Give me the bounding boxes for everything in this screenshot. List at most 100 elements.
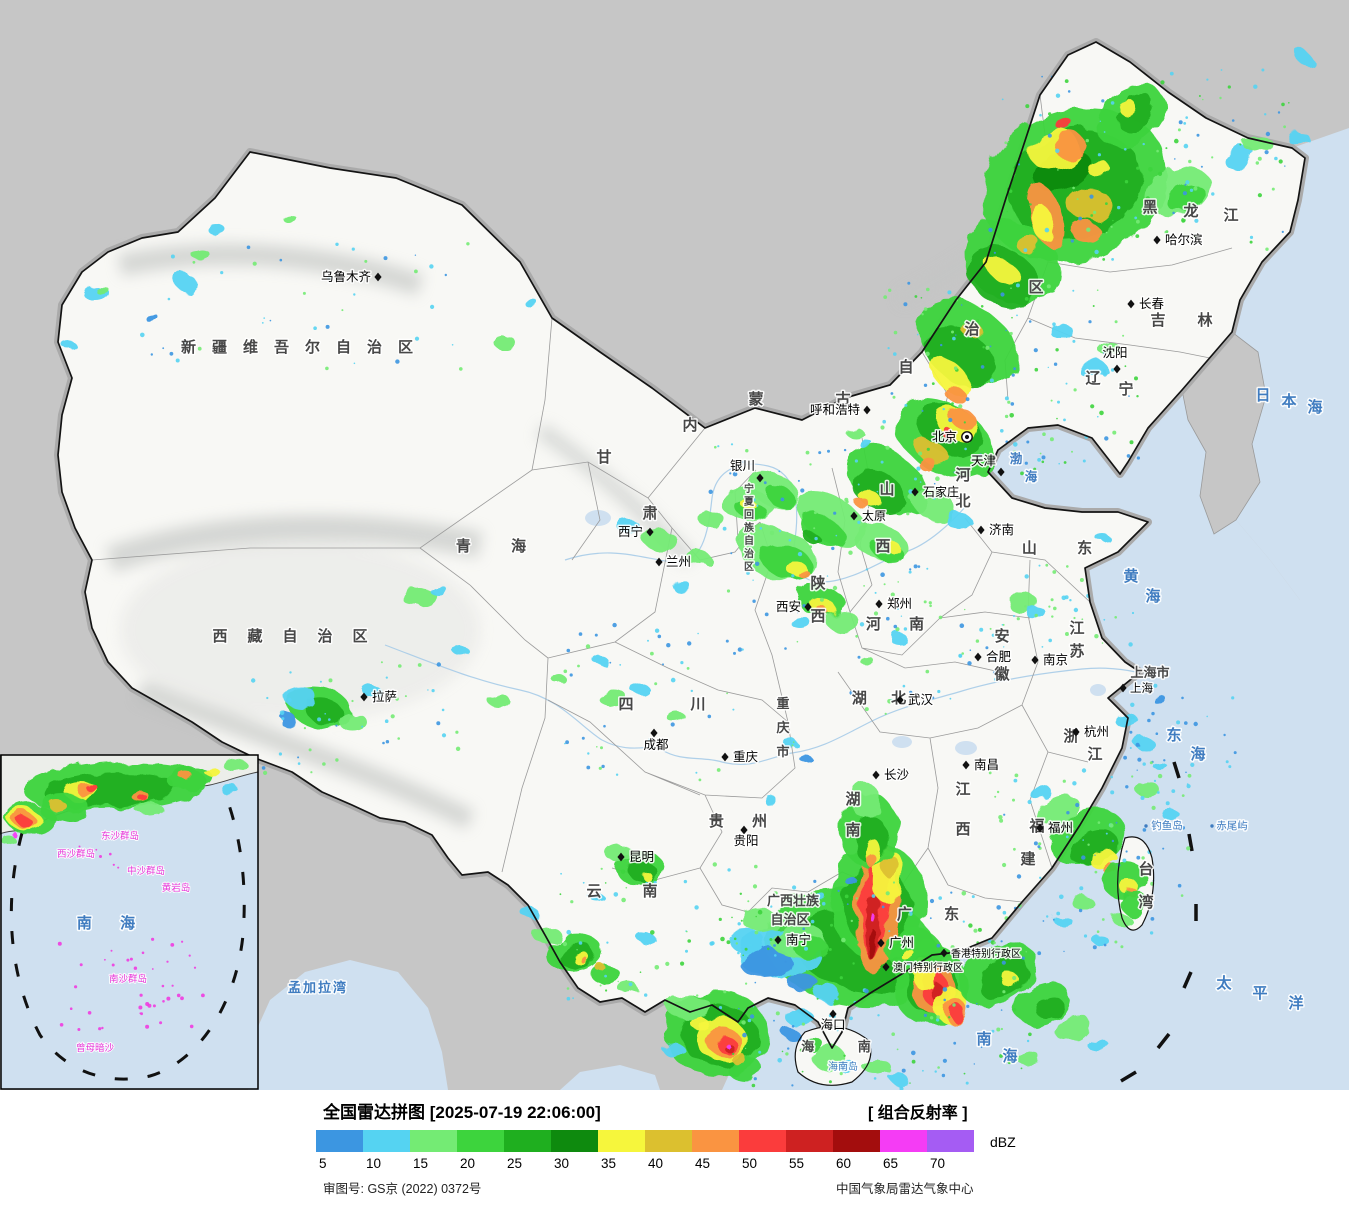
radar-speckle bbox=[451, 344, 454, 346]
radar-speckle bbox=[1271, 187, 1275, 191]
radar-speckle bbox=[722, 526, 727, 531]
radar-speckle bbox=[150, 353, 153, 356]
south-china-sea-inset bbox=[0, 754, 259, 1090]
reef-symbol bbox=[78, 850, 82, 853]
radar-speckle bbox=[828, 948, 832, 951]
city-label: 重庆 bbox=[733, 749, 759, 764]
radar-speckle bbox=[732, 471, 738, 477]
radar-speckle bbox=[1110, 775, 1113, 779]
radar-speckle bbox=[1118, 383, 1121, 386]
radar-speckle bbox=[1198, 95, 1201, 97]
province-label: 蒙 bbox=[748, 390, 763, 408]
radar-echo bbox=[1072, 222, 1100, 242]
city-marker bbox=[875, 599, 883, 609]
radar-echo bbox=[1118, 101, 1138, 115]
radar-speckle bbox=[1003, 813, 1006, 816]
radar-speckle bbox=[964, 447, 967, 451]
radar-speckle bbox=[909, 1082, 911, 1084]
radar-speckle bbox=[1109, 823, 1114, 828]
sea-label: 海 bbox=[1025, 469, 1038, 484]
radar-speckle bbox=[1181, 826, 1185, 830]
radar-speckle bbox=[888, 288, 892, 292]
radar-echo bbox=[691, 1018, 709, 1030]
sea-japan bbox=[1232, 128, 1349, 600]
radar-speckle bbox=[566, 929, 571, 935]
radar-echo bbox=[1086, 1038, 1108, 1050]
radar-echo bbox=[1056, 1014, 1090, 1042]
radar-speckle bbox=[670, 722, 675, 727]
radar-speckle bbox=[1186, 783, 1189, 785]
reef-symbol bbox=[162, 1000, 165, 1003]
radar-speckle bbox=[1042, 920, 1045, 922]
radar-echo bbox=[790, 616, 810, 628]
city-marker bbox=[896, 695, 904, 705]
colorbar-tick: 70 bbox=[930, 1156, 946, 1171]
radar-echo bbox=[1004, 591, 1036, 609]
radar-speckle bbox=[950, 945, 955, 950]
radar-speckle bbox=[880, 425, 885, 430]
radar-speckle bbox=[351, 247, 355, 251]
radar-speckle bbox=[1181, 696, 1184, 700]
radar-speckle bbox=[948, 417, 953, 423]
radar-speckle bbox=[565, 740, 569, 745]
radar-speckle bbox=[397, 737, 401, 740]
radar-speckle bbox=[802, 927, 805, 931]
reef-symbol bbox=[176, 993, 181, 998]
radar-speckle bbox=[1081, 618, 1084, 621]
radar-speckle bbox=[1020, 471, 1024, 476]
radar-speckle bbox=[925, 351, 930, 356]
radar-speckle bbox=[958, 653, 963, 658]
radar-speckle bbox=[390, 714, 395, 719]
province-label: 苏 bbox=[1069, 642, 1084, 660]
radar-speckle bbox=[996, 790, 1000, 794]
radar-speckle bbox=[1007, 400, 1011, 404]
radar-echo bbox=[987, 257, 1017, 283]
radar-speckle bbox=[761, 945, 764, 948]
reef-symbol bbox=[141, 951, 145, 955]
radar-speckle bbox=[1078, 908, 1083, 913]
reef-symbol bbox=[104, 958, 106, 961]
radar-speckle bbox=[1239, 143, 1242, 146]
radar-speckle bbox=[933, 482, 936, 485]
radar-speckle bbox=[881, 905, 885, 909]
radar-speckle bbox=[578, 941, 583, 945]
radar-speckle bbox=[836, 1028, 839, 1032]
radar-speckle bbox=[1048, 638, 1052, 643]
radar-speckle bbox=[929, 1016, 934, 1020]
radar-echo bbox=[1092, 935, 1108, 945]
province-label: 黑 bbox=[1142, 199, 1157, 216]
sea-label: 海 bbox=[1307, 398, 1322, 416]
radar-echo bbox=[1018, 237, 1042, 255]
radar-speckle bbox=[1138, 745, 1141, 747]
inset-nine-dash-line bbox=[9, 801, 246, 1081]
radar-speckle bbox=[1265, 247, 1269, 251]
radar-speckle bbox=[680, 661, 684, 665]
radar-speckle bbox=[1153, 683, 1158, 688]
city-marker bbox=[850, 511, 858, 521]
province-label: 江 bbox=[955, 780, 970, 798]
radar-speckle bbox=[738, 1007, 740, 1010]
radar-speckle bbox=[837, 889, 840, 893]
radar-speckle bbox=[327, 276, 332, 280]
radar-speckle bbox=[1073, 607, 1079, 613]
radar-speckle bbox=[1015, 283, 1020, 288]
province-label: 河北 bbox=[955, 466, 970, 510]
radar-speckle bbox=[937, 689, 941, 694]
map-labels: 新疆维吾尔自治区西藏自治区青 海甘肃内蒙 古自治区黑龙江吉 林辽宁河北山西山 东河 … bbox=[56, 198, 1324, 1075]
radar-speckle bbox=[1012, 975, 1017, 981]
province-label: 西藏自治区 bbox=[212, 627, 387, 645]
radar-speckle bbox=[1141, 856, 1145, 860]
radar-speckle bbox=[901, 1068, 906, 1073]
radar-speckle bbox=[1045, 563, 1049, 567]
city-label: 杭州 bbox=[1084, 724, 1109, 739]
radar-speckle bbox=[1012, 798, 1015, 802]
radar-speckle bbox=[1033, 467, 1037, 471]
radar-speckle bbox=[455, 746, 461, 751]
radar-speckle bbox=[696, 994, 699, 997]
radar-echo bbox=[307, 700, 345, 726]
radar-speckle bbox=[818, 451, 822, 455]
radar-speckle bbox=[854, 940, 859, 945]
reef-symbol bbox=[147, 1003, 152, 1008]
radar-speckle bbox=[763, 481, 767, 485]
radar-speckle bbox=[1057, 400, 1060, 404]
